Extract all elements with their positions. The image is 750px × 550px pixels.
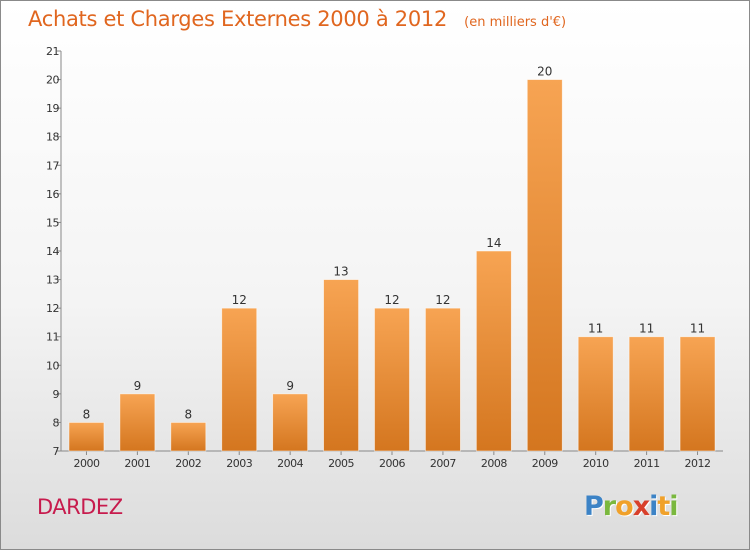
title-row: Achats et Charges Externes 2000 à 2012 (… — [28, 7, 566, 31]
bar — [221, 307, 258, 452]
logo-letter: P — [584, 491, 604, 522]
x-tick-label: 2009 — [532, 457, 558, 470]
y-tick-label: 11 — [46, 331, 59, 344]
x-tick-label: 2000 — [73, 457, 99, 470]
y-tick-label: 14 — [46, 245, 59, 258]
data-label: 12 — [232, 293, 247, 307]
data-label: 9 — [134, 379, 142, 393]
logo-letter: i — [649, 491, 658, 522]
y-tick-label: 10 — [46, 359, 59, 372]
x-tick-label: 2003 — [226, 457, 252, 470]
x-tick-label: 2006 — [379, 457, 405, 470]
x-tick-label: 2001 — [124, 457, 150, 470]
y-tick-label: 13 — [46, 274, 59, 287]
y-tick-label: 9 — [53, 388, 60, 401]
x-tick-label: 2002 — [175, 457, 201, 470]
y-tick-label: 18 — [46, 131, 59, 144]
logo-letter: x — [632, 491, 650, 522]
logo-letter: t — [657, 491, 670, 522]
x-tick-label: 2008 — [481, 457, 507, 470]
bar — [68, 422, 105, 452]
y-tick-label: 15 — [46, 216, 59, 229]
data-label: 12 — [435, 293, 450, 307]
logo-letter: i — [669, 491, 678, 522]
data-label: 14 — [486, 236, 501, 250]
x-tick-label: 2005 — [328, 457, 354, 470]
data-label: 8 — [83, 407, 91, 421]
commune-name: DARDEZ — [37, 495, 123, 519]
bar — [577, 336, 614, 452]
y-tick-label: 12 — [46, 302, 59, 315]
data-label: 20 — [537, 65, 552, 79]
x-tick-label: 2004 — [277, 457, 303, 470]
data-label: 11 — [690, 322, 705, 336]
y-tick-label: 17 — [46, 159, 59, 172]
bar — [679, 336, 716, 452]
data-label: 11 — [588, 322, 603, 336]
x-tick-label: 2011 — [634, 457, 660, 470]
bar — [475, 250, 512, 452]
bar — [272, 393, 309, 452]
data-label: 12 — [384, 293, 399, 307]
chart-title: Achats et Charges Externes 2000 à 2012 — [28, 7, 448, 31]
logo-letter: r — [602, 491, 616, 522]
data-label: 13 — [333, 265, 348, 279]
data-label: 11 — [639, 322, 654, 336]
logo-letter: o — [615, 491, 634, 522]
bar — [425, 307, 461, 452]
y-tick-label: 21 — [46, 45, 59, 58]
x-tick-label: 2007 — [430, 457, 456, 470]
bar — [323, 279, 359, 452]
proxiti-logo: Proxiti — [584, 491, 679, 522]
x-tick-label: 2010 — [583, 457, 609, 470]
bar — [119, 393, 156, 452]
y-tick-label: 8 — [53, 416, 60, 429]
y-tick-label: 19 — [46, 102, 59, 115]
axes: 7 8 9 10 11 12 13 14 15 16 17 18 19 20 21 2000 2001 2002 2… — [46, 45, 723, 470]
data-label: 9 — [286, 379, 294, 393]
chart-unit: (en milliers d'€) — [464, 15, 567, 30]
x-tick-label: 2012 — [685, 457, 711, 470]
bar — [170, 422, 207, 452]
y-tick-label: 16 — [46, 188, 59, 201]
bar — [374, 307, 410, 452]
y-tick-label: 20 — [46, 74, 59, 87]
bar — [526, 79, 563, 452]
value-labels: 8 9 8 12 9 13 12 12 14 20 11 11 11 — [83, 65, 706, 422]
bars — [68, 79, 716, 452]
bar — [628, 336, 665, 452]
data-label: 8 — [184, 407, 192, 421]
y-tick-label: 7 — [53, 445, 60, 458]
